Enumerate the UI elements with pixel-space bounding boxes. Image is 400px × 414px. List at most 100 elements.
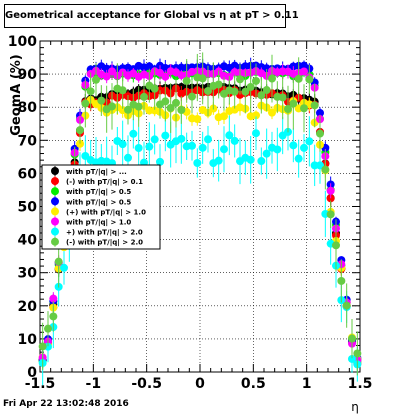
- data-point: [102, 72, 111, 81]
- y-tick-label: 60: [18, 166, 38, 182]
- legend-label: with pT/|q| > 0.5: [66, 188, 131, 197]
- data-point: [92, 75, 100, 84]
- data-point: [241, 87, 250, 96]
- series-7: [38, 52, 362, 376]
- chart-title-box: Geometrical acceptance for Global vs η a…: [4, 4, 299, 28]
- data-point: [262, 86, 271, 95]
- data-point: [54, 257, 63, 266]
- data-point: [44, 324, 52, 333]
- data-point: [193, 159, 202, 168]
- data-point: [204, 86, 212, 95]
- data-point: [60, 263, 68, 272]
- data-point: [284, 105, 292, 114]
- x-tick-label: 1: [302, 376, 312, 392]
- data-point: [220, 145, 228, 154]
- data-point: [188, 92, 196, 101]
- legend-box: [41, 164, 161, 250]
- legend-label: (-) with pT/|q| > 2.0: [66, 239, 143, 248]
- data-point: [161, 72, 170, 81]
- data-point: [150, 135, 159, 144]
- data-point: [257, 91, 266, 100]
- data-point: [172, 98, 180, 107]
- data-point: [193, 115, 202, 124]
- data-point: [118, 86, 127, 95]
- data-point: [145, 142, 154, 151]
- data-point: [124, 153, 132, 162]
- data-point: [337, 276, 346, 285]
- data-point: [225, 131, 234, 140]
- y-tick-label: 50: [18, 200, 38, 216]
- x-tick-label: 0: [195, 376, 205, 392]
- data-point: [289, 99, 298, 108]
- y-tick-label: 90: [18, 67, 38, 83]
- data-point: [188, 141, 196, 150]
- x-tick-label: 0.5: [241, 376, 266, 392]
- data-point: [273, 145, 282, 154]
- data-point: [257, 157, 266, 166]
- data-point: [252, 76, 260, 85]
- data-point: [300, 143, 308, 152]
- x-tick-label: -1.5: [25, 376, 56, 392]
- x-tick-label: 1.5: [348, 376, 373, 392]
- data-point: [182, 76, 191, 85]
- data-point: [97, 96, 106, 105]
- data-point: [246, 155, 255, 164]
- data-point: [230, 136, 239, 145]
- y-tick-label: 0: [27, 365, 37, 381]
- data-point: [252, 129, 260, 138]
- y-tick-label: 100: [8, 34, 37, 50]
- data-point: [305, 75, 314, 84]
- data-point: [300, 104, 308, 113]
- data-point: [108, 67, 116, 76]
- data-point: [294, 74, 303, 83]
- data-point: [326, 194, 335, 203]
- data-point: [262, 149, 271, 158]
- data-point: [118, 140, 127, 149]
- data-point: [198, 143, 207, 152]
- data-point: [294, 154, 303, 163]
- x-axis-label: η: [351, 400, 359, 414]
- y-tick-label: 10: [18, 332, 38, 348]
- data-point: [326, 210, 335, 219]
- legend-label: with pT/|q| > ...: [66, 168, 127, 177]
- data-point: [134, 144, 143, 153]
- data-point: [236, 75, 244, 84]
- data-point: [353, 349, 362, 358]
- data-point: [326, 186, 335, 195]
- data-point: [81, 99, 90, 108]
- data-point: [150, 84, 159, 93]
- data-point: [220, 112, 228, 121]
- y-tick-label: 30: [18, 266, 38, 282]
- data-point: [134, 102, 143, 111]
- data-point: [108, 102, 116, 111]
- data-point: [161, 97, 170, 106]
- data-point: [86, 87, 95, 96]
- data-point: [76, 139, 84, 148]
- data-point: [342, 301, 351, 310]
- timestamp: Fri Apr 22 13:02:48 2016: [3, 399, 129, 409]
- data-point: [214, 156, 223, 165]
- data-point: [156, 157, 164, 166]
- data-point: [310, 101, 319, 110]
- data-point: [348, 334, 356, 343]
- y-tick-label: 40: [18, 233, 38, 249]
- data-point: [278, 93, 287, 102]
- data-point: [204, 135, 212, 144]
- y-axis-label: GeomA (%): [9, 54, 24, 135]
- data-point: [268, 108, 276, 117]
- data-point: [177, 134, 186, 143]
- x-tick-label: -1: [86, 376, 102, 392]
- legend-label: (-) with pT/|q| > 0.1: [66, 178, 143, 187]
- legend-label: with pT/|q| > 0.5: [66, 198, 131, 207]
- data-point: [348, 354, 356, 363]
- data-point: [289, 141, 298, 150]
- data-point: [76, 126, 84, 135]
- data-point: [198, 74, 207, 83]
- y-tick-label: 20: [18, 299, 38, 315]
- data-point: [140, 92, 148, 101]
- legend-label: with pT/|q| > 1.0: [66, 219, 131, 228]
- data-point: [305, 137, 314, 146]
- data-point: [177, 105, 186, 114]
- data-point: [252, 111, 260, 120]
- data-point: [38, 342, 47, 351]
